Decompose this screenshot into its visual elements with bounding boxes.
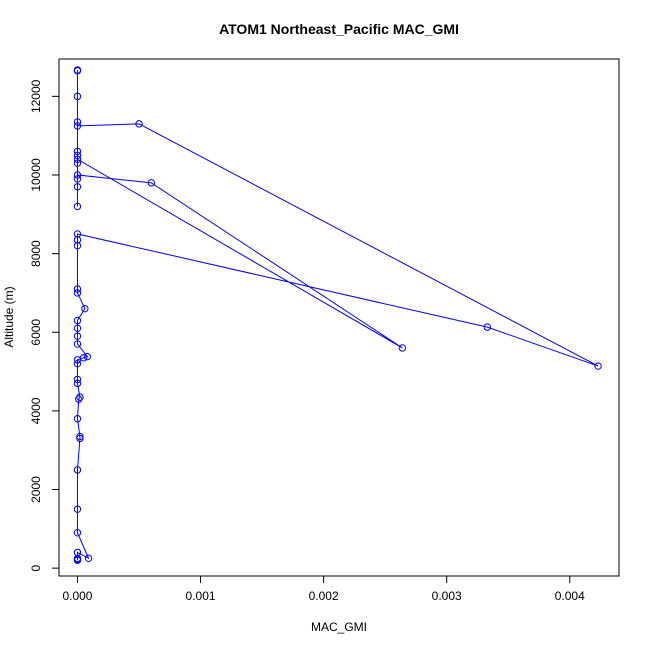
data-point xyxy=(398,344,407,352)
y-tick-label: 8000 xyxy=(29,240,43,267)
x-tick-label: 0.003 xyxy=(432,589,462,603)
series-line xyxy=(76,70,599,561)
data-point xyxy=(84,554,93,563)
data-point xyxy=(73,183,82,191)
data-point xyxy=(76,393,84,401)
data-point xyxy=(73,118,82,126)
data-point xyxy=(73,289,82,297)
x-tick-label: 0.002 xyxy=(309,589,339,603)
data-point xyxy=(76,432,84,441)
data-point xyxy=(73,548,82,557)
data-point xyxy=(73,375,82,384)
y-tick-label: 2000 xyxy=(29,476,43,503)
data-point xyxy=(73,92,82,101)
y-tick-label: 10000 xyxy=(29,158,43,192)
y-tick-label: 4000 xyxy=(29,397,43,424)
plot-frame xyxy=(58,58,620,577)
data-point xyxy=(73,285,82,293)
data-point xyxy=(73,171,82,179)
data-point xyxy=(73,415,82,423)
data-point xyxy=(73,242,82,250)
data-point xyxy=(73,324,82,333)
data-point xyxy=(73,155,82,163)
data-point xyxy=(73,316,82,325)
data-point xyxy=(73,505,82,513)
x-tick-label: 0.001 xyxy=(186,589,216,603)
data-point xyxy=(73,147,82,156)
data-point xyxy=(73,554,82,563)
data-point xyxy=(83,352,92,361)
chart-title: ATOM1 Northeast_Pacific MAC_GMI xyxy=(219,21,459,37)
x-axis-label: MAC_GMI xyxy=(311,620,367,634)
data-point xyxy=(73,159,82,167)
data-point xyxy=(73,66,82,74)
data-point xyxy=(73,466,82,474)
y-tick-label: 0 xyxy=(29,564,43,571)
y-axis: 0 2000 4000 6000 8000 10000 12000 xyxy=(29,79,60,571)
data-point xyxy=(79,354,88,362)
series-layer xyxy=(73,66,602,564)
data-point xyxy=(73,236,82,244)
data-point xyxy=(73,202,82,211)
data-point xyxy=(74,395,83,403)
data-point xyxy=(81,304,89,313)
data-point xyxy=(73,379,82,388)
data-point xyxy=(594,362,602,370)
y-tick-label: 6000 xyxy=(29,319,43,346)
data-point xyxy=(135,120,143,128)
data-point xyxy=(73,151,82,160)
x-axis: 0.000 0.001 0.002 0.003 0.004 xyxy=(62,575,585,603)
data-point xyxy=(73,230,82,238)
y-tick-label: 12000 xyxy=(29,79,43,113)
x-tick-label: 0.004 xyxy=(555,589,585,603)
data-point xyxy=(73,332,82,340)
data-point xyxy=(483,323,492,331)
data-point xyxy=(76,434,84,443)
data-point xyxy=(73,122,82,130)
data-point xyxy=(73,340,82,348)
x-tick-label: 0.000 xyxy=(62,589,92,603)
data-point xyxy=(73,359,82,368)
data-point xyxy=(147,179,156,187)
y-axis-label: Altitude (m) xyxy=(2,286,16,347)
data-point xyxy=(73,175,82,183)
data-point xyxy=(73,529,82,537)
